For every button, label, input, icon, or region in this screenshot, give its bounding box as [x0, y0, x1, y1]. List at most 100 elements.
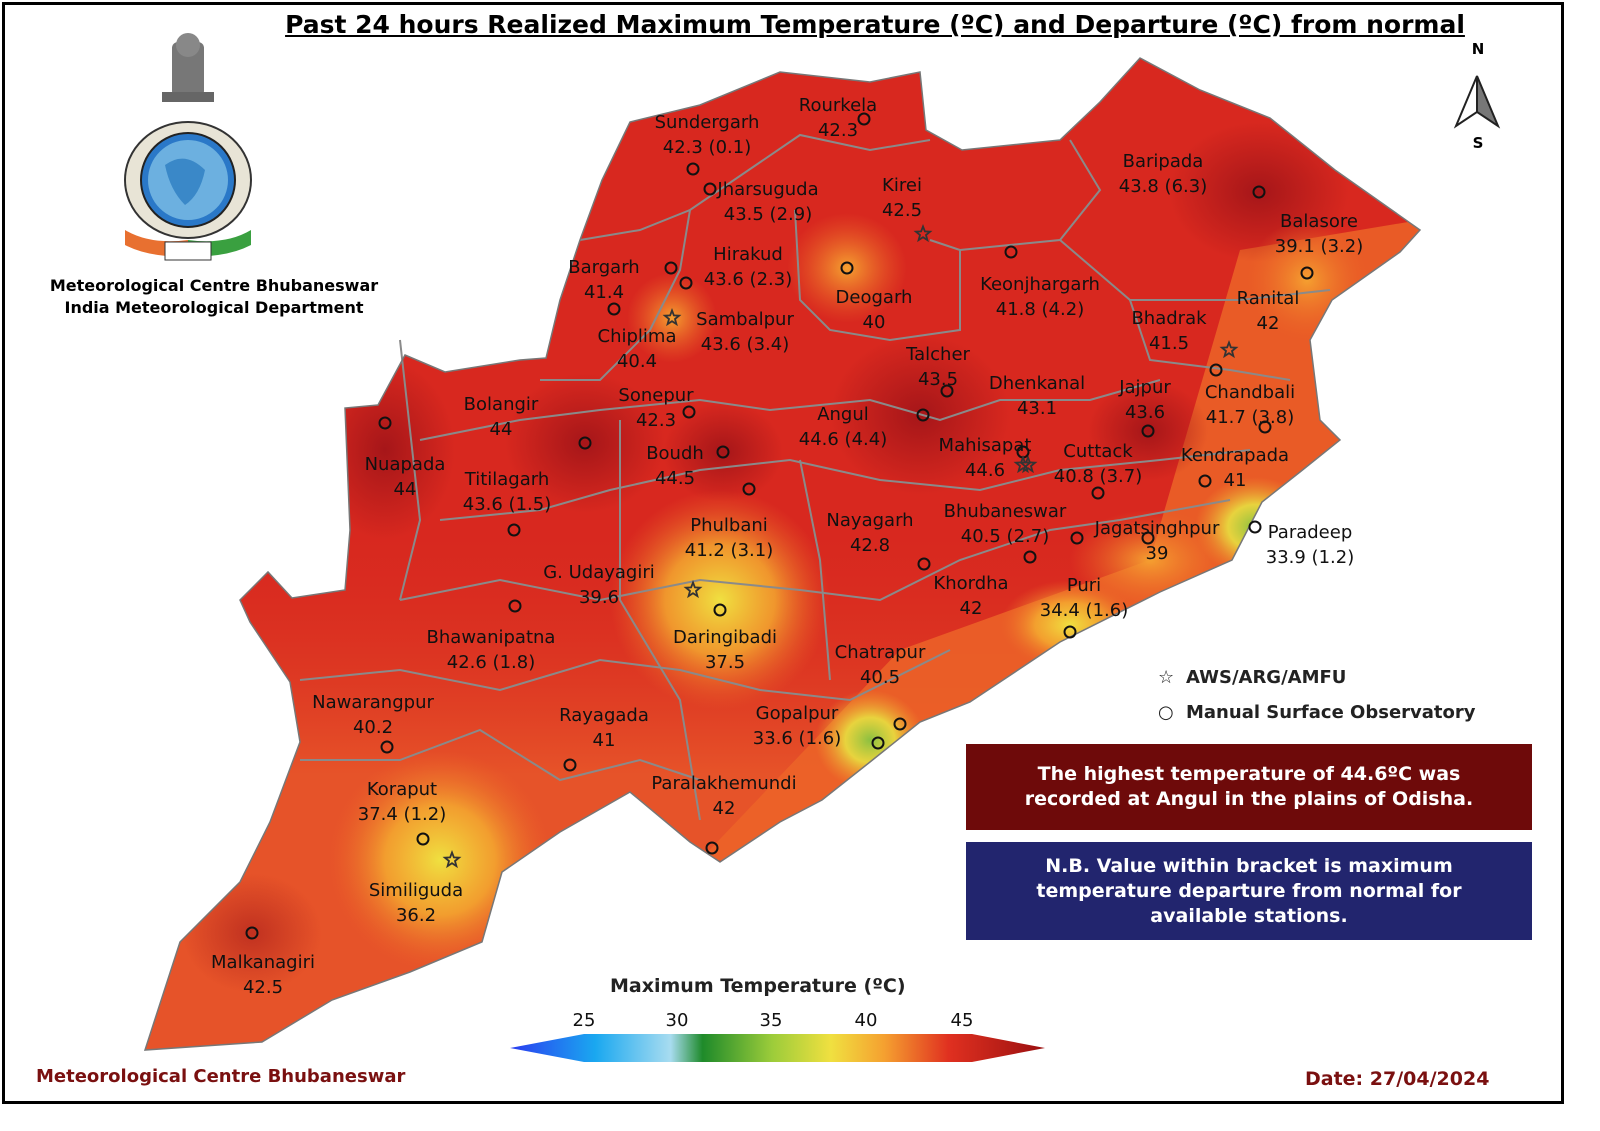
station-circle-icon [1091, 486, 1105, 500]
station-name: Mahisapat [938, 435, 1032, 456]
station-label: Paradeep 33.9 (1.2) [1266, 520, 1354, 570]
station-name: Keonjhargarh [980, 274, 1100, 295]
station-circle-icon [1252, 185, 1266, 199]
station-label: Hirakud 43.6 (2.3) [704, 242, 792, 292]
org-name: Meteorological Centre Bhubaneswar [49, 276, 379, 295]
station-label: Chiplima 40.4 [598, 324, 677, 374]
colorbar-tick: 35 [759, 1010, 783, 1031]
station-circle-icon [940, 384, 954, 398]
station-value: 41 [1223, 470, 1247, 491]
station-value: 34.4 (1.6) [1039, 600, 1129, 621]
north-label: N [1471, 40, 1485, 58]
station-label: Sundergarh 42.3 (0.1) [655, 110, 760, 160]
station-circle-icon [686, 162, 700, 176]
station-circle-icon [1300, 266, 1314, 280]
station-label: Kirei 42.5 [882, 173, 922, 223]
station-label: G. Udayagiri 39.6 [543, 560, 655, 610]
station-name: Hirakud [713, 244, 783, 265]
station-circle-icon [682, 405, 696, 419]
colorbar-tick: 40 [854, 1010, 878, 1031]
station-name: Rourkela [798, 95, 878, 116]
highlight-text: The highest temperature of 44.6ºC was re… [1024, 763, 1474, 810]
station-star-icon [1018, 455, 1038, 474]
station-label: Talcher 43.5 [906, 342, 970, 392]
station-markers [245, 112, 1314, 940]
station-star-icon [1013, 455, 1033, 474]
north-arrow: N S [1450, 40, 1506, 152]
station-value: 42 [1256, 313, 1280, 334]
colorbar-title: Maximum Temperature (ºC) [610, 975, 906, 997]
station-value: 41.2 (3.1) [684, 540, 774, 561]
station-name: Titilagarh [464, 469, 550, 490]
station-value: 42 [959, 598, 983, 619]
highlight-box: The highest temperature of 44.6ºC was re… [966, 744, 1532, 830]
station-circle-icon [1141, 531, 1155, 545]
station-label: Rourkela 42.3 [799, 93, 877, 143]
station-name: Bhawanipatna [426, 627, 556, 648]
station-label: Jagatsinghpur 39 [1095, 516, 1220, 566]
station-name: Paradeep [1267, 522, 1353, 543]
station-star-icon [1219, 340, 1239, 359]
district-boundaries [299, 133, 1331, 821]
station-value: 43.8 (6.3) [1118, 176, 1208, 197]
station-name: Bhubaneswar [943, 501, 1067, 522]
station-value: 42.3 [635, 410, 677, 431]
legend-aws: ☆ AWS/ARG/AMFU [1158, 667, 1346, 688]
station-star-icon [662, 308, 682, 327]
station-label: Koraput 37.4 (1.2) [358, 777, 446, 827]
legend-manual-label: Manual Surface Observatory [1186, 702, 1476, 723]
station-circle-icon [1248, 520, 1262, 534]
station-label: Bhawanipatna 42.6 (1.8) [427, 625, 556, 675]
station-value: 44.5 [654, 468, 696, 489]
station-value: 36.2 [395, 905, 437, 926]
station-circle-icon [563, 758, 577, 772]
station-name: G. Udayagiri [543, 562, 655, 583]
station-circle-icon [664, 261, 678, 275]
colorbar-tick: 45 [950, 1010, 974, 1031]
station-circle-icon [245, 926, 259, 940]
station-name: Sonepur [618, 385, 694, 406]
colorbar-tick: 25 [572, 1010, 596, 1031]
station-label: Similiguda 36.2 [369, 878, 463, 928]
station-label: Daringibadi 37.5 [673, 625, 777, 675]
station-circle-icon [508, 599, 522, 613]
station-name: Talcher [906, 344, 970, 365]
station-name: Sundergarh [654, 112, 760, 133]
station-name: Cuttack [1063, 441, 1133, 462]
station-value: 40 [862, 312, 886, 333]
station-name: Chatrapur [834, 642, 926, 663]
station-name: Malkanagiri [211, 952, 315, 973]
station-name: Chiplima [597, 326, 677, 347]
station-label: Baripada 43.8 (6.3) [1119, 149, 1207, 199]
station-name: Balasore [1280, 211, 1358, 232]
circle-icon: ○ [1158, 702, 1174, 723]
legend-aws-label: AWS/ARG/AMFU [1186, 667, 1347, 688]
station-value: 43.6 (2.3) [703, 269, 793, 290]
station-value: 42.3 [817, 120, 859, 141]
station-label: Balasore 39.1 (3.2) [1275, 209, 1363, 259]
station-circle-icon [507, 523, 521, 537]
station-name: Bargarh [568, 257, 640, 278]
station-value: 37.4 (1.2) [357, 804, 447, 825]
station-circle-icon [705, 841, 719, 855]
station-name: Nayagarh [826, 510, 914, 531]
station-label: Bolangir 44 [464, 392, 539, 442]
station-value: 40.2 [352, 717, 394, 738]
station-circle-icon [857, 112, 871, 126]
station-value: 43.6 (3.4) [700, 334, 790, 355]
station-circle-icon [871, 736, 885, 750]
station-value: 41.4 [583, 282, 625, 303]
station-circle-icon [703, 182, 717, 196]
station-value: 39 [1145, 543, 1169, 564]
station-value: 42.6 (1.8) [446, 652, 536, 673]
station-value: 43.1 [1016, 398, 1058, 419]
map-frame [2, 2, 1564, 1104]
station-star-icon [683, 580, 703, 599]
station-name: Deogarh [835, 287, 913, 308]
station-label: Keonjhargarh 41.8 (4.2) [980, 272, 1100, 322]
station-label: Deogarh 40 [836, 285, 913, 335]
station-name: Jajpur [1119, 377, 1171, 398]
star-icon: ☆ [1158, 667, 1175, 688]
station-label: Nawarangpur 40.2 [312, 690, 434, 740]
